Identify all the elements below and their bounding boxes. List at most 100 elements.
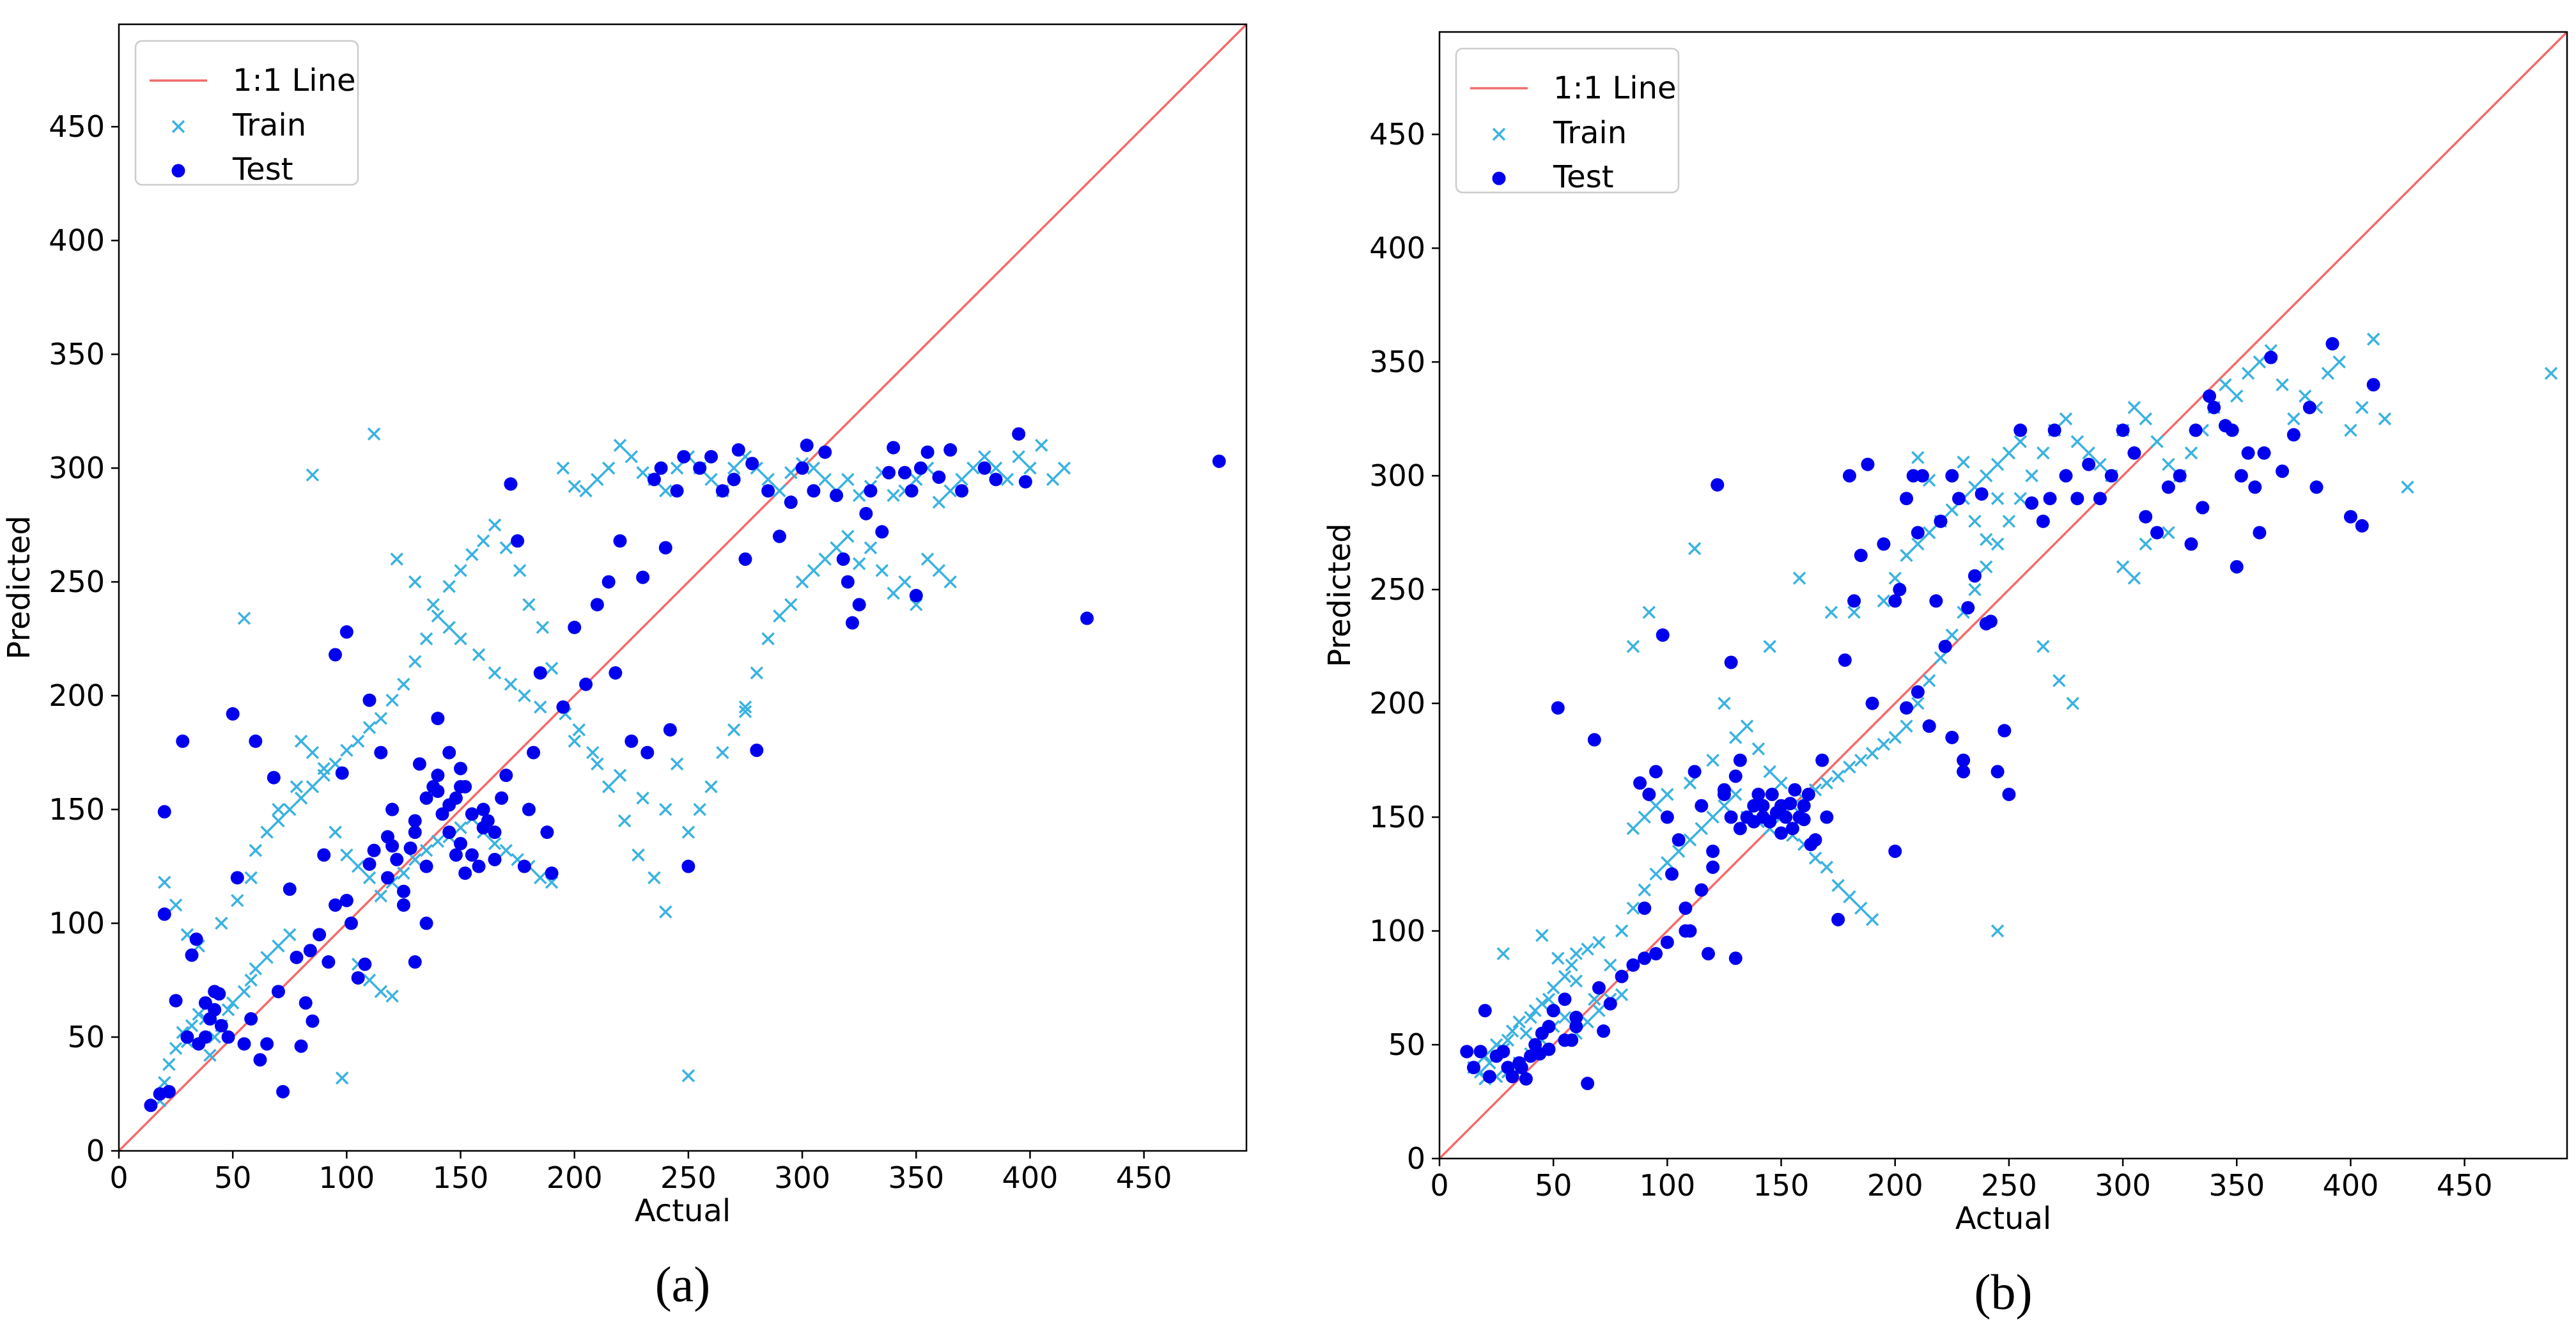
test-point: [169, 994, 183, 1008]
test-point: [1706, 844, 1720, 858]
test-point: [1756, 799, 1770, 813]
test-point: [1558, 992, 1572, 1006]
test-point: [162, 1084, 176, 1098]
train-point: [226, 996, 240, 1010]
train-point: [237, 611, 251, 625]
test-point: [1804, 838, 1818, 852]
test-point: [1733, 753, 1747, 767]
train-point: [2013, 435, 2027, 448]
test-point: [1957, 765, 1971, 779]
x-tick-label: 250: [660, 1160, 717, 1195]
train-point: [203, 1049, 217, 1062]
train-point: [249, 962, 263, 976]
test-point: [260, 1037, 274, 1051]
train-point: [2037, 639, 2050, 653]
test-point: [1938, 639, 1952, 653]
test-point: [2059, 469, 2073, 483]
test-point: [904, 484, 919, 498]
train-point: [385, 693, 399, 707]
train-point: [192, 1008, 205, 1021]
test-point: [283, 882, 297, 896]
test-point: [1012, 427, 1026, 441]
test-point: [303, 944, 317, 958]
test-point: [2036, 514, 2050, 528]
test-point: [2047, 423, 2061, 437]
test-point: [408, 825, 422, 839]
test-point: [2104, 469, 2118, 483]
y-tick-label: 0: [86, 1134, 105, 1168]
x-tick-label: 300: [2095, 1168, 2151, 1203]
train-point: [1569, 974, 1583, 988]
legend-label-test: Test: [232, 152, 293, 187]
test-point: [2286, 428, 2301, 442]
train-point: [385, 989, 399, 1003]
legend-label-train: Train: [1553, 115, 1627, 151]
test-point: [442, 825, 456, 839]
train-point: [1661, 788, 1674, 801]
test-point: [504, 477, 518, 491]
y-tick-label: 100: [49, 906, 105, 941]
train-point: [1626, 639, 1640, 653]
train-point: [761, 472, 775, 487]
test-point: [2302, 400, 2316, 414]
train-point: [536, 621, 550, 634]
test-point: [875, 525, 889, 539]
train-point: [1706, 753, 1719, 767]
test-point: [1649, 947, 1663, 961]
test-point: [1724, 655, 1738, 669]
test-point: [472, 859, 486, 873]
series-test: [144, 427, 1226, 1112]
test-point: [1751, 787, 1765, 801]
test-point: [214, 1019, 228, 1033]
train-point: [1626, 902, 1640, 915]
train-point: [1922, 674, 1936, 687]
train-point: [504, 678, 518, 691]
train-point: [2139, 537, 2152, 551]
train-point: [431, 609, 445, 623]
legend-label-test: Test: [1553, 159, 1614, 195]
test-point: [1542, 1020, 1556, 1034]
test-point: [408, 814, 422, 828]
train-point: [852, 488, 866, 503]
train-point: [1501, 1033, 1515, 1047]
train-point: [367, 427, 381, 441]
train-point: [1638, 810, 1651, 824]
test-point: [2366, 378, 2380, 392]
train-point: [244, 973, 258, 987]
train-point: [648, 871, 661, 885]
test-point: [339, 625, 353, 639]
test-point: [454, 761, 468, 776]
test-point: [1733, 822, 1747, 836]
test-point: [670, 484, 684, 498]
train-point: [249, 843, 263, 857]
test-point: [299, 996, 313, 1010]
y-tick-label: 50: [67, 1020, 105, 1054]
test-point: [454, 836, 468, 850]
train-point: [1990, 537, 2005, 551]
train-point: [1565, 958, 1578, 972]
train-point: [2013, 492, 2027, 505]
test-point: [2241, 446, 2255, 460]
train-point: [1957, 455, 1970, 469]
y-tick-label: 350: [49, 337, 105, 371]
test-point: [1861, 457, 1875, 471]
legend: 1:1 Line Train Test: [1455, 47, 1680, 195]
test-point: [1952, 492, 1966, 506]
train-point: [1000, 472, 1014, 487]
train-point: [374, 889, 388, 903]
test-point: [2013, 423, 2028, 437]
test-point: [322, 955, 336, 969]
axes-frame: [118, 23, 1248, 1152]
test-point: [1929, 594, 1943, 608]
train-point: [659, 802, 672, 816]
test-point: [2184, 537, 2198, 551]
train-point: [317, 769, 330, 782]
test-point: [1478, 1004, 1492, 1018]
test-point: [590, 598, 604, 612]
test-point: [1911, 526, 1925, 540]
train-point: [807, 564, 821, 577]
train-point: [977, 450, 991, 464]
test-point: [2139, 510, 2153, 524]
train-point: [1638, 883, 1651, 897]
train-point: [1661, 856, 1674, 870]
